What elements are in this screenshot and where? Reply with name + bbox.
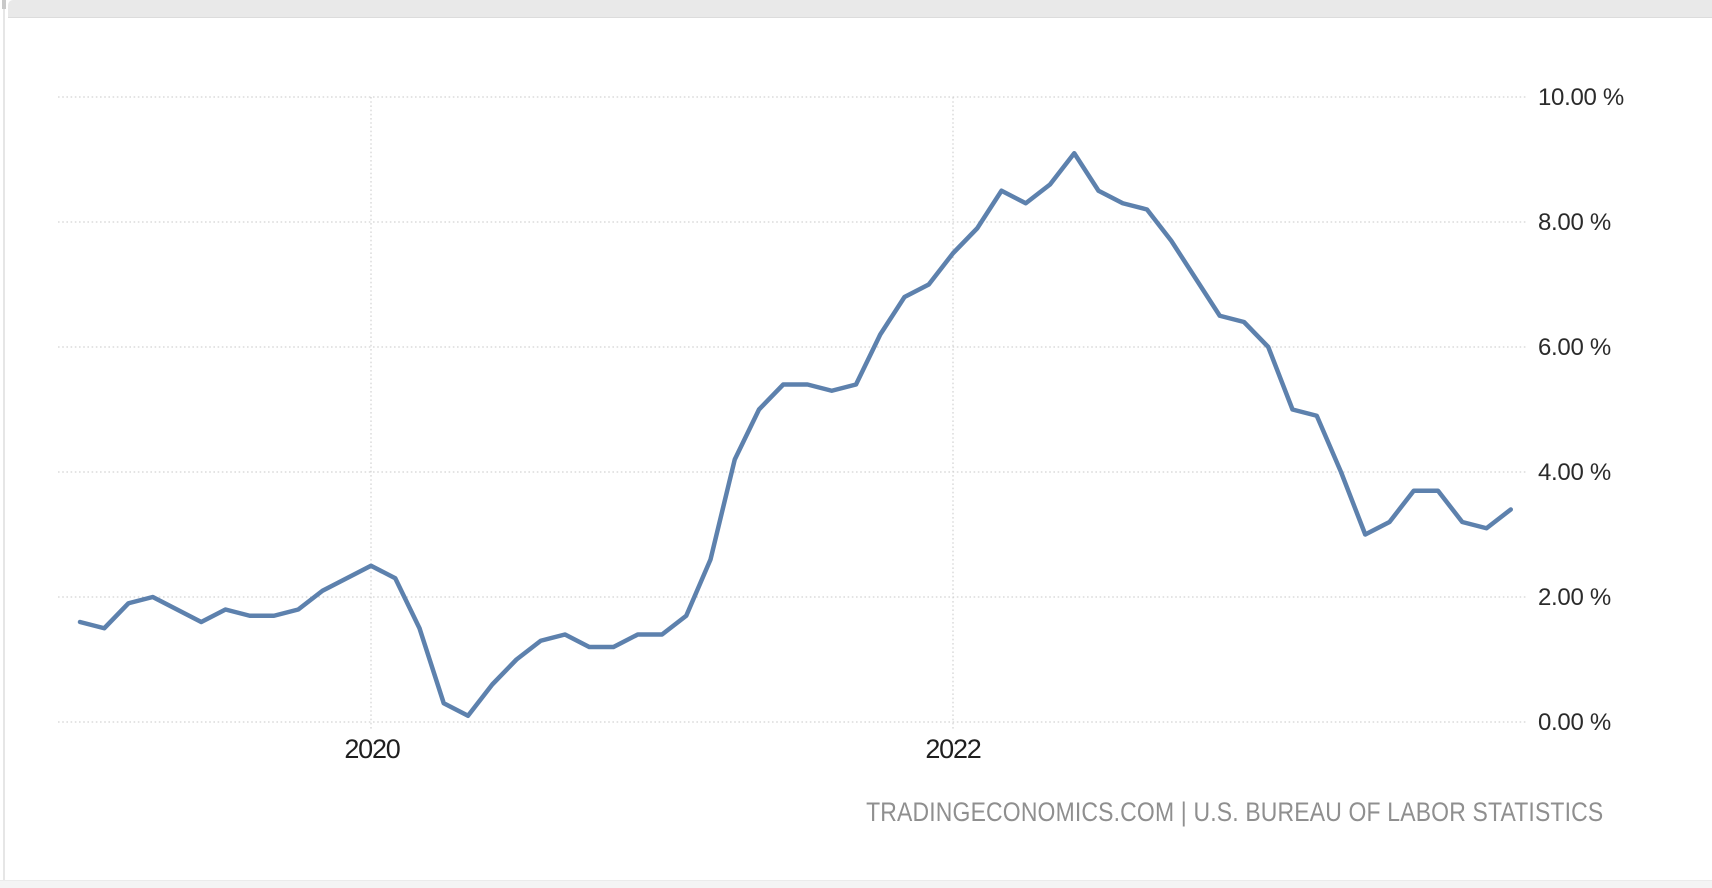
chart-panel: 10.00 % 8.00 % 6.00 % 4.00 % 2.00 % 0.00… (6, 18, 1712, 881)
window-chrome-left-edge-cap (2, 0, 6, 9)
vertical-gridlines (370, 97, 954, 731)
x-axis-tick-label: 2020 (344, 734, 399, 764)
y-axis-tick-label: 10.00 % (1538, 84, 1624, 111)
window-chrome-top-bar (8, 0, 1712, 18)
horizontal-gridlines (58, 96, 1528, 723)
window-chrome-left-edge (3, 0, 5, 888)
y-axis-tick-label: 6.00 % (1538, 334, 1611, 361)
y-axis-tick-label: 2.00 % (1538, 584, 1611, 611)
data-series-line (77, 151, 1513, 718)
y-axis-tick-label: 0.00 % (1538, 709, 1611, 736)
y-axis-tick-label: 4.00 % (1538, 459, 1611, 486)
y-axis-tick-label: 8.00 % (1538, 209, 1611, 236)
window-chrome-bottom-bar (0, 880, 1712, 888)
source-attribution: TRADINGECONOMICS.COM | U.S. BUREAU OF LA… (865, 797, 1603, 827)
x-axis-tick-label: 2022 (925, 734, 980, 764)
